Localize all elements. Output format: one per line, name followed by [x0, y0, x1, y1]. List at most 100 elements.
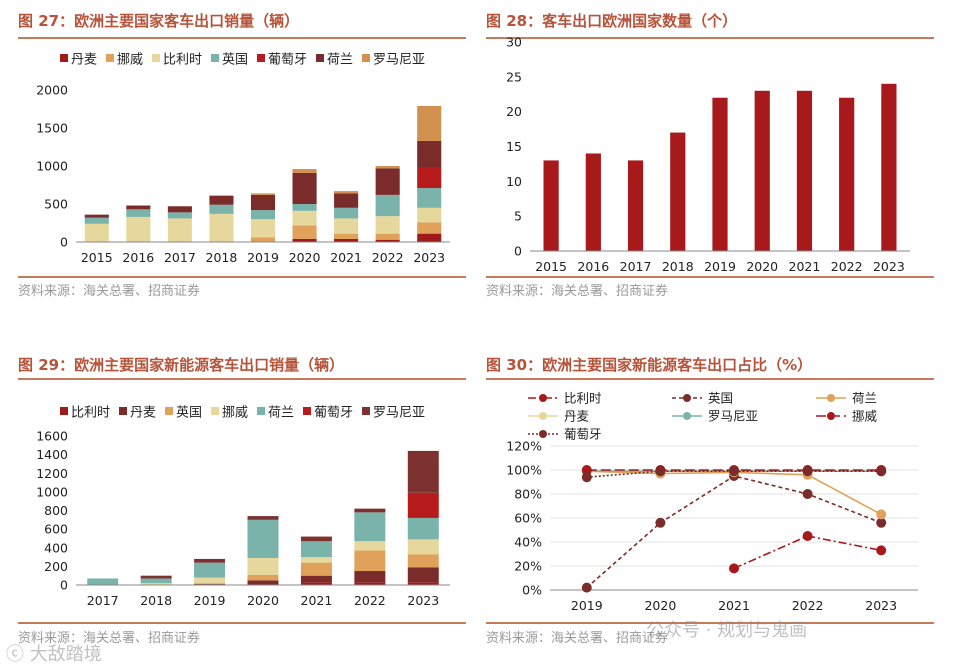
c30-point-e891a1e89084e78999-2020 [655, 466, 666, 477]
c29-xtick-2019: 2019 [194, 593, 226, 608]
c28-bar-2021 [796, 90, 813, 251]
c29-legend-swatch-1 [119, 407, 127, 415]
c27-bar-e88db7e585b0-2017 [167, 206, 192, 213]
c27-bar-e7bd97e9a9ace5b0bce4ba9a-2021 [334, 191, 359, 194]
c29-bar-e88db7e585b0-2020 [247, 519, 279, 558]
chart-29-footer-rule [18, 622, 466, 624]
c27-bar-e6af94e588a9e697b6-2022 [375, 216, 400, 234]
chart-30-source: 资料来源：海关总署、招商证券 [486, 631, 669, 646]
c28-xtick-2022: 2022 [831, 259, 863, 274]
c29-legend-label-5: 葡萄牙 [314, 406, 353, 421]
c30-point-e88db7e585b0-2023 [876, 509, 887, 520]
c27-bar-e88bb1e59bbd-2018 [209, 204, 234, 214]
c27-bar-e4b8b9e9baa6-2021 [334, 238, 359, 242]
chart-30-title: 图 30：欧洲主要国家新能源客车出口占比（%） [486, 356, 813, 374]
c29-ytick-3: 600 [44, 522, 68, 537]
c29-xtick-2017: 2017 [87, 593, 119, 608]
c29-bar-e88bb1e59bbd-2019 [194, 583, 226, 585]
c30-legend-label-e88db7e585b0: 荷兰 [852, 391, 877, 406]
c30-ytick-3: 60% [514, 511, 542, 526]
c27-bar-e7bd97e9a9ace5b0bce4ba9a-2023 [417, 105, 442, 141]
c29-bar-e6af94e588a9e697b6-2023 [407, 582, 439, 585]
chart-30-title-rule [486, 378, 934, 380]
c29-bar-e68caae5a881-2020 [247, 557, 279, 575]
c29-bar-e7bd97e9a9ace5b0bce4ba9a-2021 [300, 536, 332, 542]
c28-ytick-6: 30 [506, 36, 522, 50]
c27-bar-e68caae5a881-2019 [250, 237, 276, 242]
c27-bar-e88db7e585b0-2021 [334, 193, 359, 208]
c30-legend-marker-e88bb1e59bbd [683, 394, 691, 402]
c30-ytick-5: 100% [506, 463, 542, 478]
c27-legend-label-2: 比利时 [163, 53, 202, 68]
c27-bar-e88db7e585b0-2015 [84, 214, 109, 218]
c30-point-e88bb1e59bbd-2020 [655, 517, 666, 528]
c29-bar-e68caae5a881-2018 [140, 583, 172, 585]
c28-xtick-2019: 2019 [704, 259, 736, 274]
c28-xtick-2018: 2018 [662, 259, 694, 274]
c27-xtick-2018: 2018 [206, 250, 238, 265]
c30-ytick-0: 0% [522, 583, 542, 598]
c30-xtick-2023: 2023 [865, 598, 897, 613]
c27-bar-e6af94e588a9e697b6-2020 [292, 210, 317, 226]
c29-legend-swatch-3 [211, 407, 219, 415]
c29-xtick-2018: 2018 [140, 593, 172, 608]
c29-ytick-1: 200 [44, 559, 68, 574]
c27-xtick-2020: 2020 [289, 250, 321, 265]
c30-point-e6af94e588a9e697b6-2021 [729, 563, 739, 574]
c29-ytick-5: 1000 [36, 484, 68, 499]
chart-30-panel: 图 30：欧洲主要国家新能源客车出口占比（%） 比利时 英国 荷兰 丹麦 罗马尼亚 挪威葡… [486, 354, 934, 654]
chart-29-panel: 图 29：欧洲主要国家新能源客车出口销量（辆） 比利时 丹麦 英国 挪威 荷兰 葡萄牙 罗马… [18, 354, 466, 654]
chart-27-footer-rule [18, 276, 466, 278]
c28-bar-2023 [881, 83, 897, 251]
c27-legend-swatch-4 [257, 54, 265, 62]
c27-bar-e88bb1e59bbd-2016 [126, 209, 151, 217]
c28-bar-2018 [670, 132, 686, 251]
c27-bar-e6af94e588a9e697b6-2015 [84, 223, 109, 242]
c27-bar-e88bb1e59bbd-2017 [167, 212, 192, 219]
c29-bar-e7bd97e9a9ace5b0bce4ba9a-2018 [140, 575, 172, 579]
chart-30-footer-rule [486, 622, 934, 624]
c27-legend-label-3: 英国 [222, 53, 248, 68]
c27-bar-e88bb1e59bbd-2022 [375, 194, 400, 217]
c27-bar-e88bb1e59bbd-2021 [334, 207, 359, 219]
chart-28-title: 图 28：客车出口欧洲国家数量（个） [486, 12, 738, 30]
c27-bar-e68caae5a881-2020 [292, 225, 317, 239]
c30-legend-label-e68caae5a881: 挪威 [852, 409, 878, 424]
c28-xtick-2016: 2016 [577, 259, 609, 274]
c27-legend-swatch-2 [152, 54, 160, 62]
c29-legend-swatch-4 [257, 407, 265, 415]
c28-xtick-2020: 2020 [746, 259, 778, 274]
c29-ytick-2: 400 [44, 540, 68, 555]
c30-point-e891a1e89084e78999-2019 [581, 472, 592, 483]
c28-ytick-2: 10 [506, 174, 522, 189]
c29-ytick-4: 800 [44, 503, 68, 518]
c27-bar-e7bd97e9a9ace5b0bce4ba9a-2019 [250, 193, 276, 195]
c30-point-e891a1e89084e78999-2022 [802, 466, 813, 477]
c30-xtick-2020: 2020 [644, 598, 676, 613]
c30-point-e88bb1e59bbd-2022 [802, 489, 813, 499]
c30-ytick-2: 40% [514, 535, 542, 550]
c28-bar-2016 [585, 153, 601, 251]
c30-point-e891a1e89084e78999-2021 [729, 466, 739, 477]
c29-bar-e88db7e585b0-2022 [354, 512, 386, 542]
c29-bar-e7bd97e9a9ace5b0bce4ba9a-2019 [194, 558, 226, 563]
c30-legend-marker-e88db7e585b0 [827, 394, 835, 402]
c27-bar-e891a1e89084e78999-2023 [417, 167, 442, 189]
c27-legend-swatch-0 [60, 54, 68, 62]
c27-bar-e88bb1e59bbd-2019 [250, 210, 276, 220]
c27-legend-swatch-6 [362, 54, 370, 62]
c30-xtick-2021: 2021 [718, 598, 750, 613]
c28-bar-2015 [543, 160, 559, 251]
c28-bar-2019 [712, 97, 728, 251]
chart-28-panel: 图 28：客车出口欧洲国家数量（个） 0 5 10 15 20 25 30 2015 2016 2… [486, 10, 934, 310]
c29-xtick-2021: 2021 [301, 593, 333, 608]
c27-xtick-2017: 2017 [164, 250, 196, 265]
c27-bar-e88db7e585b0-2022 [375, 168, 400, 195]
c29-legend-swatch-5 [303, 407, 311, 415]
c27-bar-e6af94e588a9e697b6-2017 [167, 218, 192, 242]
c29-legend-label-6: 罗马尼亚 [373, 406, 425, 421]
c30-legend-marker-e891a1e89084e78999 [539, 430, 547, 438]
c27-bar-e88bb1e59bbd-2023 [417, 188, 442, 208]
c27-legend-label-5: 荷兰 [327, 53, 353, 68]
